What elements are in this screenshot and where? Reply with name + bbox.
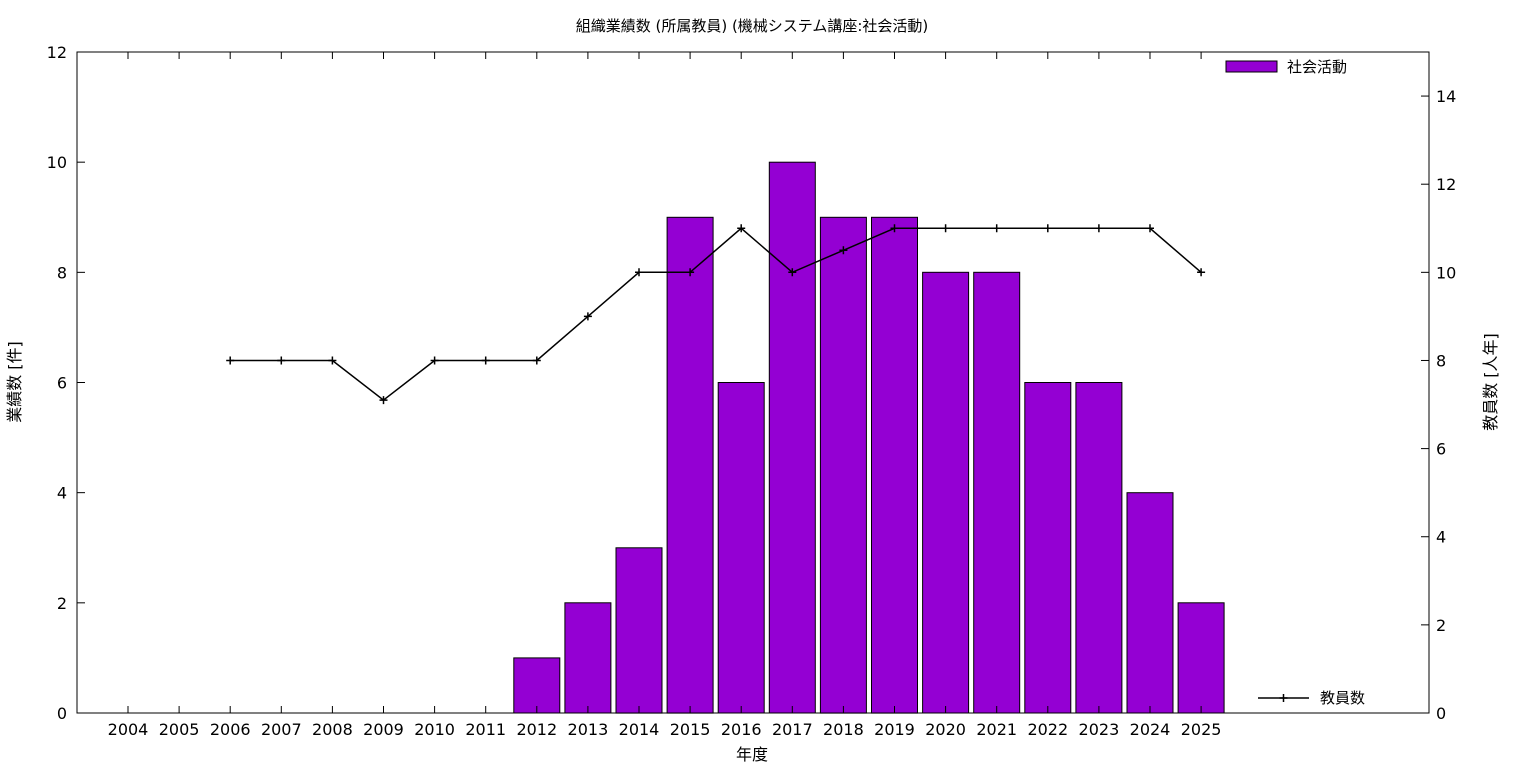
y2-tick-label-0: 0 <box>1436 704 1446 723</box>
line-point-2016 <box>737 224 746 233</box>
legend-line: 教員数 <box>1258 689 1365 707</box>
x-tick-label-2005: 2005 <box>159 720 200 739</box>
line-point-2006 <box>226 356 235 365</box>
x-tick-label-2022: 2022 <box>1027 720 1068 739</box>
line-point-2022 <box>1043 224 1052 233</box>
legend-bar-swatch <box>1225 60 1278 73</box>
y2-tick-label-6: 6 <box>1436 440 1446 459</box>
line-point-2018 <box>839 246 848 255</box>
x-tick-label-2006: 2006 <box>210 720 251 739</box>
bar-2017 <box>768 161 816 714</box>
line-point-2023 <box>1094 224 1103 233</box>
y-axis-label-right: 教員数 [人年] <box>1481 333 1500 431</box>
bar-2023 <box>1075 382 1123 714</box>
y-axis-right: 0 2 4 6 8 10 12 14 <box>1421 87 1456 723</box>
x-axis: 2004 2005 2006 2007 2008 2009 2010 2011 2012 2013… <box>108 52 1222 739</box>
x-tick-label-2023: 2023 <box>1079 720 1120 739</box>
y-tick-label-12: 12 <box>47 43 67 62</box>
bar-2015 <box>666 216 714 714</box>
line-point-2024 <box>1146 224 1154 233</box>
x-tick-label-2020: 2020 <box>925 720 966 739</box>
bars-layer <box>513 161 1225 714</box>
x-tick-label-2007: 2007 <box>261 720 302 739</box>
x-tick-label-2021: 2021 <box>976 720 1017 739</box>
line-point-2009 <box>379 396 388 405</box>
x-tick-label-2004: 2004 <box>108 720 149 739</box>
legend-line-label: 教員数 <box>1320 689 1365 707</box>
x-tick-label-2024: 2024 <box>1130 720 1171 739</box>
bar-2021 <box>973 271 1021 714</box>
chart-title: 組織業績数 (所属教員) (機械システム講座:社会活動) <box>576 17 929 35</box>
line-layer <box>226 224 1206 405</box>
bar-2024 <box>1126 492 1174 714</box>
line-point-2013 <box>583 312 592 321</box>
bar-2022 <box>1024 382 1072 714</box>
y-axis-left: 0 2 4 6 8 10 12 <box>47 43 85 723</box>
x-tick-label-2025: 2025 <box>1181 720 1222 739</box>
x-axis-label: 年度 <box>736 745 768 764</box>
x-tick-label-2015: 2015 <box>670 720 711 739</box>
x-tick-label-2016: 2016 <box>721 720 762 739</box>
bar-2014 <box>615 547 663 714</box>
x-tick-label-2011: 2011 <box>465 720 506 739</box>
y-tick-label-6: 6 <box>57 374 67 393</box>
y-tick-label-4: 4 <box>57 484 67 503</box>
bar-2016 <box>717 382 765 714</box>
x-tick-label-2018: 2018 <box>823 720 864 739</box>
line-point-2015 <box>686 268 695 277</box>
line-point-2007 <box>277 356 286 365</box>
line-point-2021 <box>992 224 1001 233</box>
y-axis-label-left: 業績数 [件] <box>5 341 24 423</box>
y2-tick-label-14: 14 <box>1436 87 1456 106</box>
line-point-2011 <box>481 356 490 365</box>
x-tick-label-2013: 2013 <box>568 720 609 739</box>
line-point-2014 <box>635 268 643 277</box>
y2-tick-label-8: 8 <box>1436 351 1446 370</box>
legend-line-marker <box>1279 694 1288 702</box>
legend-bar-label: 社会活動 <box>1287 58 1347 76</box>
y2-tick-label-12: 12 <box>1436 175 1456 194</box>
line-point-2010 <box>430 356 439 365</box>
y2-tick-label-2: 2 <box>1436 616 1446 635</box>
y2-tick-label-4: 4 <box>1436 528 1446 547</box>
x-tick-label-2008: 2008 <box>312 720 353 739</box>
y-tick-label-8: 8 <box>57 263 67 282</box>
line-point-2012 <box>532 356 541 365</box>
bar-2019 <box>871 216 918 714</box>
bar-2013 <box>564 602 612 714</box>
y-tick-label-0: 0 <box>57 704 67 723</box>
bar-2018 <box>819 216 867 714</box>
bar-2020 <box>922 271 970 714</box>
x-tick-label-2010: 2010 <box>414 720 455 739</box>
line-point-2017 <box>788 268 797 277</box>
y2-tick-label-10: 10 <box>1436 263 1456 282</box>
line-point-2020 <box>941 224 950 233</box>
bar-2012 <box>513 657 561 714</box>
x-tick-label-2009: 2009 <box>363 720 404 739</box>
x-tick-label-2014: 2014 <box>619 720 660 739</box>
legend-bar: 社会活動 <box>1225 58 1347 76</box>
y-tick-label-2: 2 <box>57 594 67 613</box>
line-series-path <box>230 227 1202 402</box>
x-tick-label-2012: 2012 <box>516 720 557 739</box>
y-tick-label-10: 10 <box>47 153 67 172</box>
x-tick-label-2019: 2019 <box>874 720 915 739</box>
bar-2025 <box>1177 602 1225 714</box>
x-tick-label-2017: 2017 <box>772 720 813 739</box>
line-point-2008 <box>328 356 337 365</box>
line-point-2019 <box>890 224 899 233</box>
line-point-2025 <box>1197 268 1206 277</box>
